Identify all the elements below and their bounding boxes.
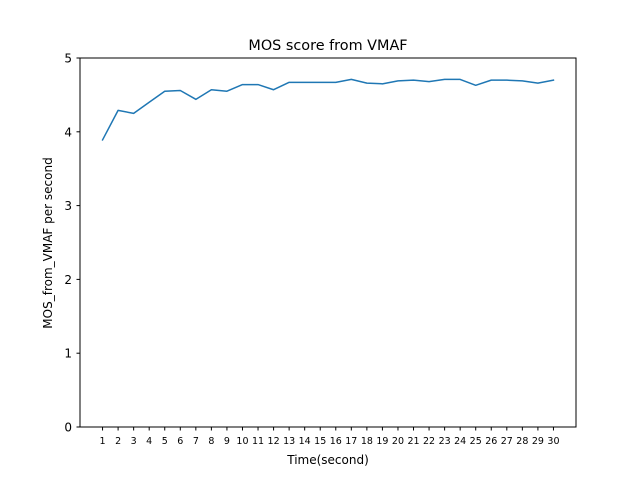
x-tick-label: 14: [299, 436, 311, 447]
x-tick-label: 28: [516, 436, 528, 447]
x-tick-label: 29: [532, 436, 544, 447]
x-tick-label: 1: [100, 436, 106, 447]
x-tick-label: 5: [162, 436, 168, 447]
y-tick-label: 4: [64, 125, 72, 139]
x-tick-label: 21: [407, 436, 419, 447]
x-tick-label: 8: [208, 436, 214, 447]
x-tick-label: 25: [470, 436, 482, 447]
y-tick-label: 1: [64, 347, 72, 361]
x-tick-label: 2: [115, 436, 121, 447]
x-tick-label: 17: [345, 436, 357, 447]
x-tick-label: 20: [392, 436, 404, 447]
x-tick-label: 4: [146, 436, 152, 447]
x-tick-label: 19: [376, 436, 388, 447]
x-tick-label: 7: [193, 436, 199, 447]
y-tick-label: 0: [64, 421, 72, 435]
x-tick-label: 22: [423, 436, 435, 447]
x-tick-label: 10: [236, 436, 248, 447]
y-tick-label: 5: [64, 52, 72, 66]
y-tick-label: 2: [64, 273, 72, 287]
x-tick-label: 13: [283, 436, 295, 447]
x-tick-label: 26: [485, 436, 497, 447]
x-tick-label: 18: [361, 436, 373, 447]
x-tick-label: 24: [454, 436, 466, 447]
chart-title: MOS score from VMAF: [248, 38, 407, 54]
axes-frame: [79, 57, 577, 428]
x-axis-label: Time(second): [286, 453, 369, 467]
series-line: [101, 78, 555, 141]
x-tick-label: 11: [252, 436, 264, 447]
x-tick-label: 27: [501, 436, 513, 447]
y-axis-label: MOS_from_VMAF per second: [41, 157, 55, 328]
x-tick-label: 3: [131, 436, 137, 447]
x-tick-label: 16: [330, 436, 342, 447]
x-tick-label: 12: [268, 436, 280, 447]
y-tick-label: 3: [64, 199, 72, 213]
x-tick-label: 30: [547, 436, 559, 447]
x-tick-label: 9: [224, 436, 230, 447]
x-tick-label: 6: [177, 436, 183, 447]
plot-area: 1 2 3 4 5 6 7 8 9 10 11 12 13 14 15 16 17 18 19 20 21 22 23 24 2…: [64, 52, 577, 447]
x-tick-label: 15: [314, 436, 326, 447]
x-tick-label: 23: [439, 436, 451, 447]
